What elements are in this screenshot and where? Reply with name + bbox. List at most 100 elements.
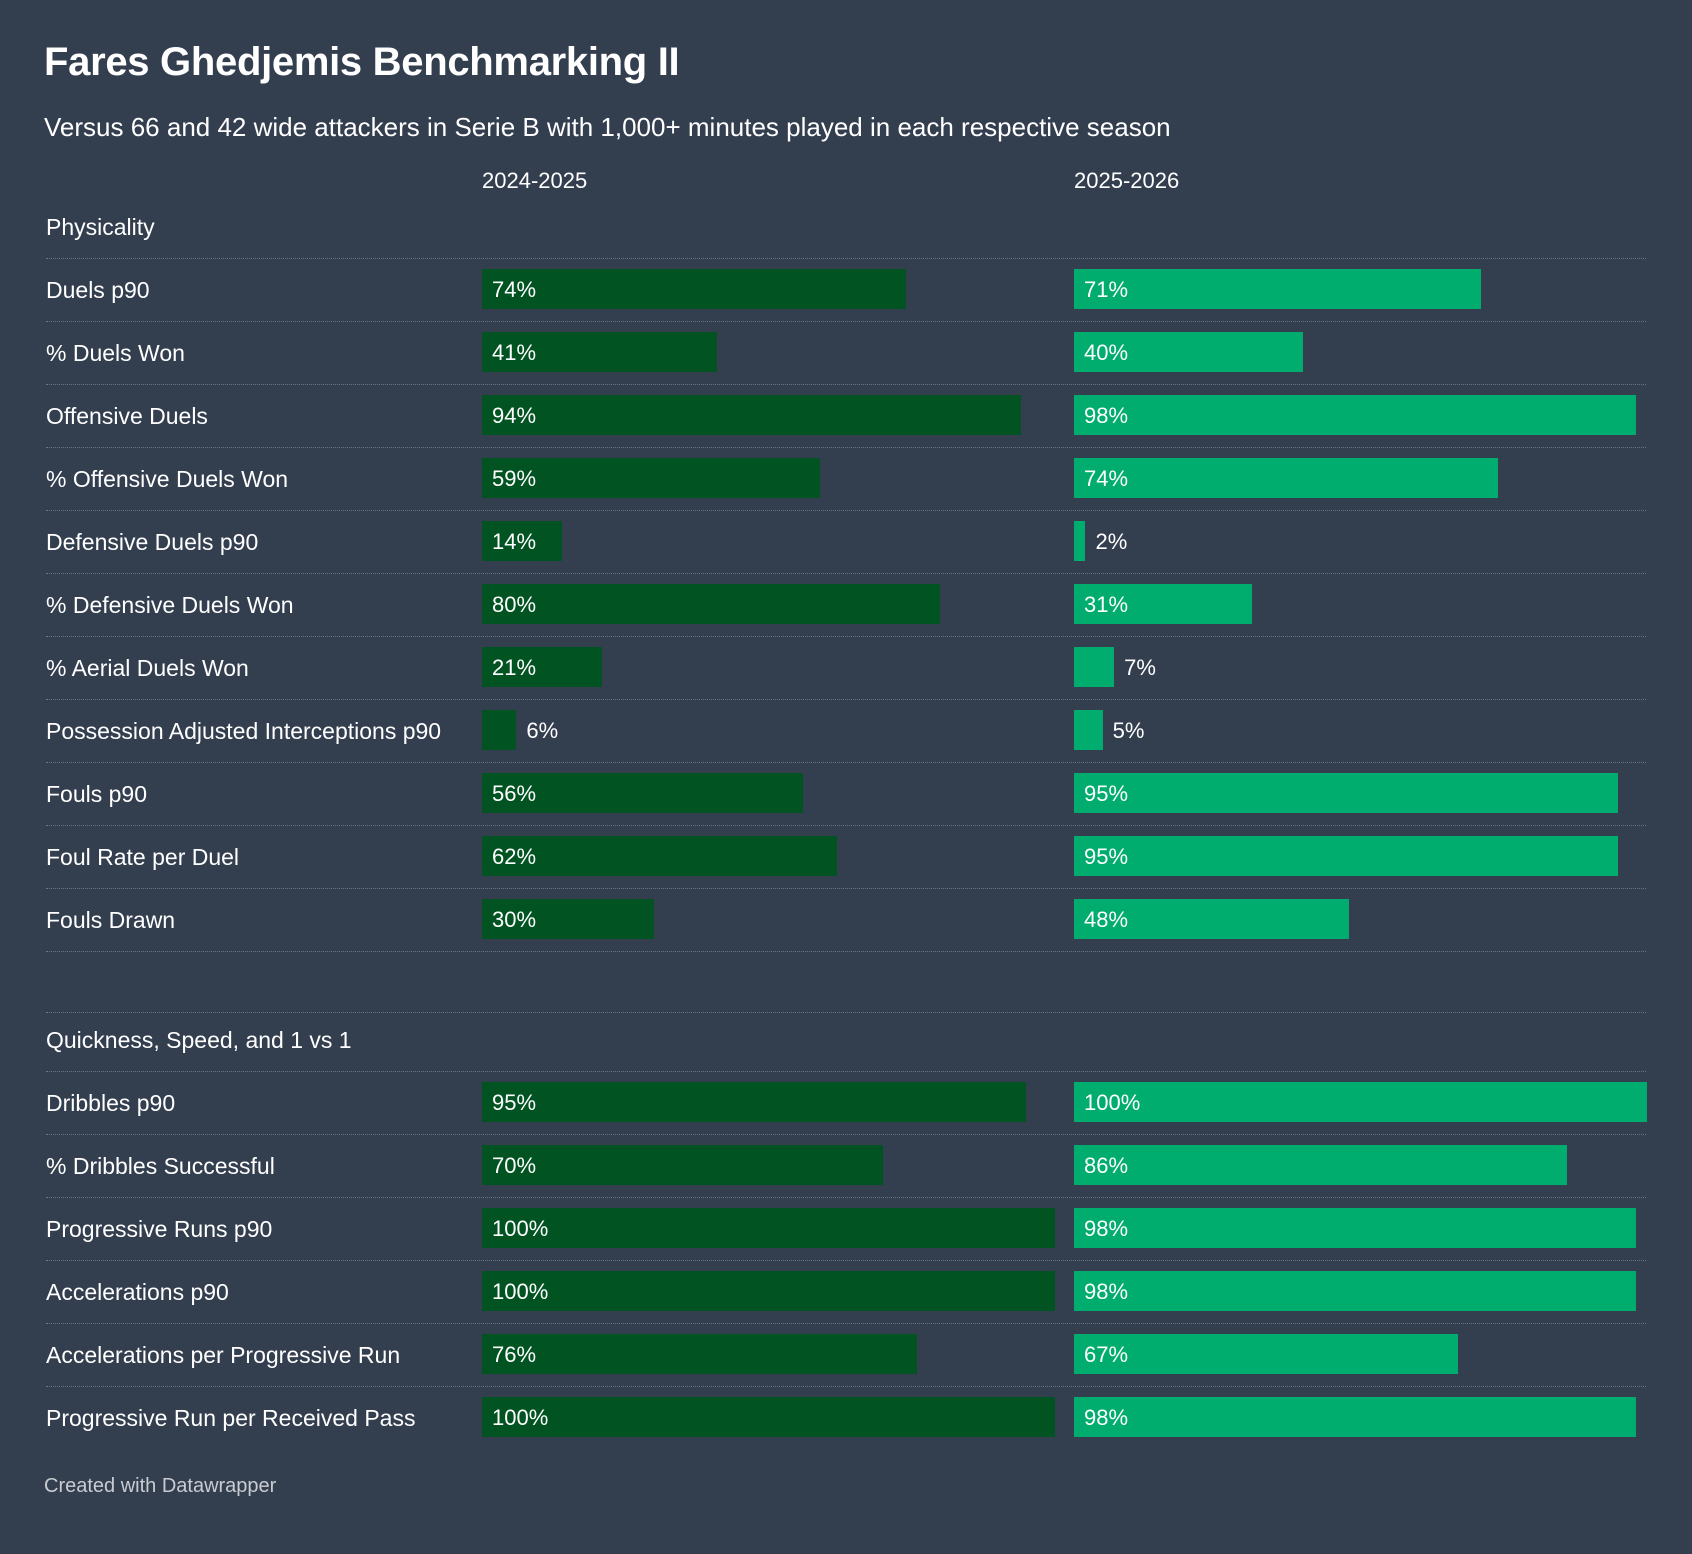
bar-2025-2026-pct-aerial-duels-won <box>1074 647 1115 687</box>
value-label: 94% <box>492 403 537 428</box>
table-row: Fouls p90 56% 95% <box>46 762 1646 825</box>
value-label: 67% <box>1084 1342 1129 1367</box>
bar-chart: Physicality Duels p90 74% 71% % Duels Won 41%… <box>46 214 1647 1449</box>
bar-2024-2025-foul-rate-per-duel <box>482 836 838 876</box>
bar-2025-2026-accelerations-p90 <box>1074 1271 1636 1311</box>
footer-credit: Created with Datawrapper <box>44 1475 277 1497</box>
bar-2025-2026-progressive-run-per-received-pass <box>1074 1397 1636 1437</box>
row-label: % Defensive Duels Won <box>46 592 294 618</box>
column-header-2024-2025: 2024-2025 <box>482 168 588 193</box>
bar-2025-2026-possession-adjusted-interceptions-p90 <box>1074 710 1103 750</box>
bar-2025-2026-offensive-duels <box>1074 395 1636 435</box>
value-label: 2% <box>1095 529 1128 554</box>
bar-2024-2025-pct-defensive-duels-won <box>482 584 941 624</box>
column-header-2025-2026: 2025-2026 <box>1074 168 1180 193</box>
table-row: % Dribbles Successful 70% 86% <box>46 1134 1646 1197</box>
row-label: Offensive Duels <box>46 403 208 429</box>
table-row: % Duels Won 41% 40% <box>46 321 1646 384</box>
value-label: 41% <box>492 340 537 365</box>
bar-2025-2026-duels-p90 <box>1074 269 1481 309</box>
value-label: 95% <box>492 1090 537 1115</box>
table-row: Fouls Drawn 30% 48% <box>46 888 1646 951</box>
section-end-divider <box>46 951 1646 1012</box>
bar-2024-2025-accelerations-p90 <box>482 1271 1055 1311</box>
bar-2024-2025-pct-dribbles-successful <box>482 1145 884 1185</box>
value-label: 14% <box>492 529 537 554</box>
value-label: 80% <box>492 592 537 617</box>
value-label: 100% <box>492 1405 549 1430</box>
bar-2025-2026-accelerations-per-progressive-run <box>1074 1334 1458 1374</box>
bar-2024-2025-dribbles-p90 <box>482 1082 1027 1122</box>
bar-2024-2025-offensive-duels <box>482 395 1021 435</box>
table-row: Possession Adjusted Interceptions p90 6% 5… <box>46 699 1646 762</box>
bar-2024-2025-progressive-run-per-received-pass <box>482 1397 1055 1437</box>
bar-2024-2025-pct-offensive-duels-won <box>482 458 821 498</box>
row-label: Dribbles p90 <box>46 1090 176 1116</box>
row-label: Accelerations p90 <box>46 1279 229 1305</box>
table-row: Defensive Duels p90 14% 2% <box>46 510 1646 573</box>
table-row: Accelerations per Progressive Run 76% 67% <box>46 1323 1646 1386</box>
table-row: Offensive Duels 94% 98% <box>46 384 1646 447</box>
row-label: % Aerial Duels Won <box>46 655 249 681</box>
value-label: 21% <box>492 655 537 680</box>
bar-2025-2026-fouls-p90 <box>1074 773 1619 813</box>
table-row: Foul Rate per Duel 62% 95% <box>46 825 1646 888</box>
value-label: 6% <box>526 718 559 743</box>
bar-2025-2026-pct-defensive-duels-won <box>1074 584 1252 624</box>
value-label: 98% <box>1084 403 1129 428</box>
bar-2024-2025-accelerations-per-progressive-run <box>482 1334 918 1374</box>
table-row: % Offensive Duels Won 59% 74% <box>46 447 1646 510</box>
row-label: % Offensive Duels Won <box>46 466 289 492</box>
bar-2024-2025-possession-adjusted-interceptions-p90 <box>482 710 517 750</box>
value-label: 30% <box>492 907 537 932</box>
bar-2025-2026-foul-rate-per-duel <box>1074 836 1619 876</box>
value-label: 40% <box>1084 340 1129 365</box>
value-label: 98% <box>1084 1216 1129 1241</box>
bar-2024-2025-fouls-p90 <box>482 773 803 813</box>
value-label: 74% <box>492 277 537 302</box>
value-label: 59% <box>492 466 537 491</box>
bar-2025-2026-defensive-duels-p90 <box>1074 521 1086 561</box>
table-row: % Defensive Duels Won 80% 31% <box>46 573 1646 636</box>
value-label: 86% <box>1084 1153 1129 1178</box>
table-row: % Aerial Duels Won 21% 7% <box>46 636 1646 699</box>
table-row: Duels p90 74% 71% <box>46 258 1646 321</box>
value-label: 31% <box>1084 592 1129 617</box>
chart-title: Fares Ghedjemis Benchmarking II <box>44 40 680 84</box>
row-label: % Duels Won <box>46 340 185 366</box>
section-label-quickness-speed-and-1-vs-1: Quickness, Speed, and 1 vs 1 <box>46 1027 352 1053</box>
table-row: Progressive Run per Received Pass 100% 98% <box>46 1386 1646 1449</box>
bar-2025-2026-progressive-runs-p90 <box>1074 1208 1636 1248</box>
table-row: Accelerations p90 100% 98% <box>46 1260 1646 1323</box>
row-label: Progressive Run per Received Pass <box>46 1405 416 1431</box>
value-label: 95% <box>1084 844 1129 869</box>
value-label: 98% <box>1084 1279 1129 1304</box>
table-row: Dribbles p90 95% 100% <box>46 1071 1647 1134</box>
row-label: Accelerations per Progressive Run <box>46 1342 401 1368</box>
row-label: % Dribbles Successful <box>46 1153 275 1179</box>
bar-2024-2025-defensive-duels-p90 <box>482 521 563 561</box>
bar-2025-2026-dribbles-p90 <box>1074 1082 1647 1122</box>
section-divider <box>46 1012 1646 1027</box>
row-label: Progressive Runs p90 <box>46 1216 273 1242</box>
value-label: 56% <box>492 781 537 806</box>
bar-2025-2026-pct-duels-won <box>1074 332 1304 372</box>
bar-2024-2025-duels-p90 <box>482 269 907 309</box>
bar-2025-2026-fouls-drawn <box>1074 899 1350 939</box>
chart-subtitle: Versus 66 and 42 wide attackers in Serie… <box>44 112 1171 142</box>
value-label: 48% <box>1084 907 1129 932</box>
bar-2024-2025-pct-aerial-duels-won <box>482 647 603 687</box>
row-label: Fouls Drawn <box>46 907 176 933</box>
value-label: 98% <box>1084 1405 1129 1430</box>
value-label: 5% <box>1112 718 1145 743</box>
value-label: 74% <box>1084 466 1129 491</box>
bar-2025-2026-pct-offensive-duels-won <box>1074 458 1499 498</box>
row-label: Defensive Duels p90 <box>46 529 259 555</box>
table-row: Progressive Runs p90 100% 98% <box>46 1197 1646 1260</box>
value-label: 100% <box>492 1279 549 1304</box>
row-label: Duels p90 <box>46 277 150 303</box>
row-label: Fouls p90 <box>46 781 148 807</box>
value-label: 7% <box>1124 655 1156 680</box>
value-label: 100% <box>1084 1090 1141 1115</box>
bar-2025-2026-pct-dribbles-successful <box>1074 1145 1567 1185</box>
